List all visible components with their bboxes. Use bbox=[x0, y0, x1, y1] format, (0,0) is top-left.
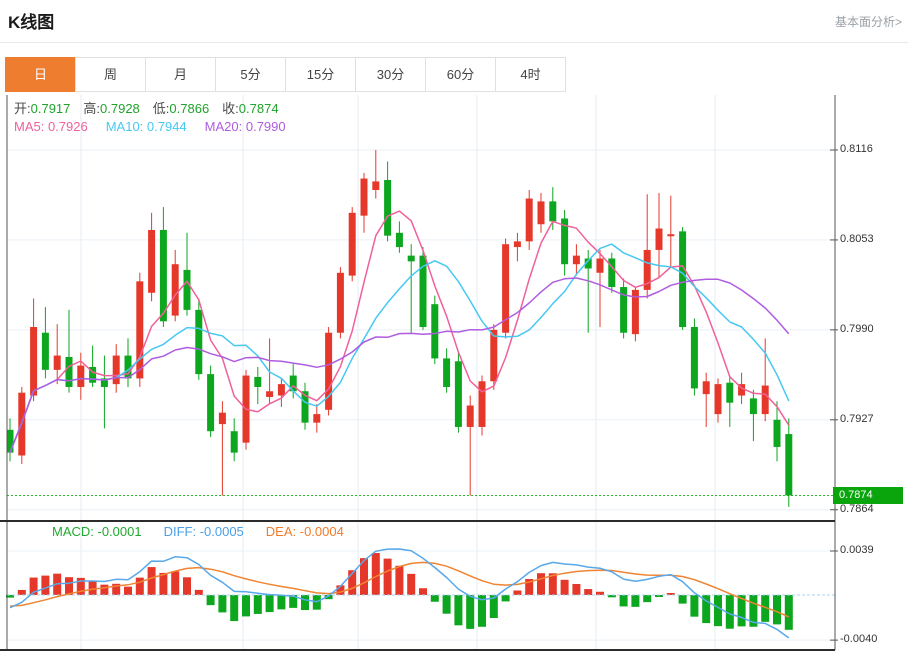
price-axis-label-1: 0.8053 bbox=[840, 232, 874, 245]
ohlc-label-3: 收: bbox=[222, 101, 239, 116]
ma-legend-1: MA10: 0.7944 bbox=[105, 119, 187, 134]
ma-info-row: MA5: 0.7926 MA10: 0.7944 MA20: 0.7990 bbox=[14, 119, 304, 134]
macd-axis-label-0: 0.0039 bbox=[840, 544, 874, 556]
fundamental-analysis-link[interactable]: 基本面分析> bbox=[834, 15, 902, 29]
price-axis-label-2: 0.7990 bbox=[840, 322, 874, 335]
macd-legend-1: DIFF: -0.0005 bbox=[163, 524, 244, 539]
macd-info-row: MACD: -0.0001 DIFF: -0.0005 DEA: -0.0004 bbox=[52, 524, 366, 539]
ohlc-value-3: 0.7874 bbox=[238, 101, 279, 116]
ohlc-label-2: 低: bbox=[152, 101, 170, 116]
tab-period-4[interactable]: 15分 bbox=[285, 57, 356, 92]
period-tabbar: 日周月 5分 15分 30分 60分 4时 bbox=[5, 57, 566, 92]
tab-period-6[interactable]: 60分 bbox=[425, 57, 496, 92]
price-axis-label-4: 0.7864 bbox=[840, 502, 874, 515]
tab-period-5[interactable]: 30分 bbox=[355, 57, 426, 92]
ohlc-info-row: 开:0.7917 高:0.7928 低:0.7866 收:0.7874 bbox=[14, 98, 292, 117]
macd-axis-label-1: -0.0040 bbox=[840, 633, 878, 646]
macd-legend-2: DEA: -0.0004 bbox=[265, 524, 344, 539]
ohlc-value-1: 0.7928 bbox=[100, 101, 140, 116]
header-divider bbox=[0, 42, 908, 43]
current-price-tag: 0.7874 bbox=[833, 487, 903, 504]
tab-period-7[interactable]: 4时 bbox=[495, 57, 566, 92]
page-title: K线图 bbox=[8, 13, 55, 32]
price-axis-label-0: 0.8116 bbox=[840, 143, 873, 155]
ohlc-label-0: 开: bbox=[14, 101, 31, 116]
price-axis-label-3: 0.7927 bbox=[840, 412, 874, 425]
ohlc-label-1: 高: bbox=[83, 101, 101, 116]
ma-legend-0: MA5: 0.7926 bbox=[14, 119, 88, 134]
macd-legend-0: MACD: -0.0001 bbox=[52, 524, 142, 539]
tab-period-1[interactable]: 周 bbox=[75, 57, 146, 92]
ma-legend-2: MA20: 0.7990 bbox=[204, 119, 286, 134]
ohlc-value-2: 0.7866 bbox=[169, 101, 210, 116]
tab-period-2[interactable]: 月 bbox=[145, 57, 216, 92]
ohlc-value-0: 0.7917 bbox=[30, 101, 71, 116]
tab-period-3[interactable]: 5分 bbox=[215, 57, 286, 92]
tab-period-0[interactable]: 日 bbox=[5, 57, 76, 92]
